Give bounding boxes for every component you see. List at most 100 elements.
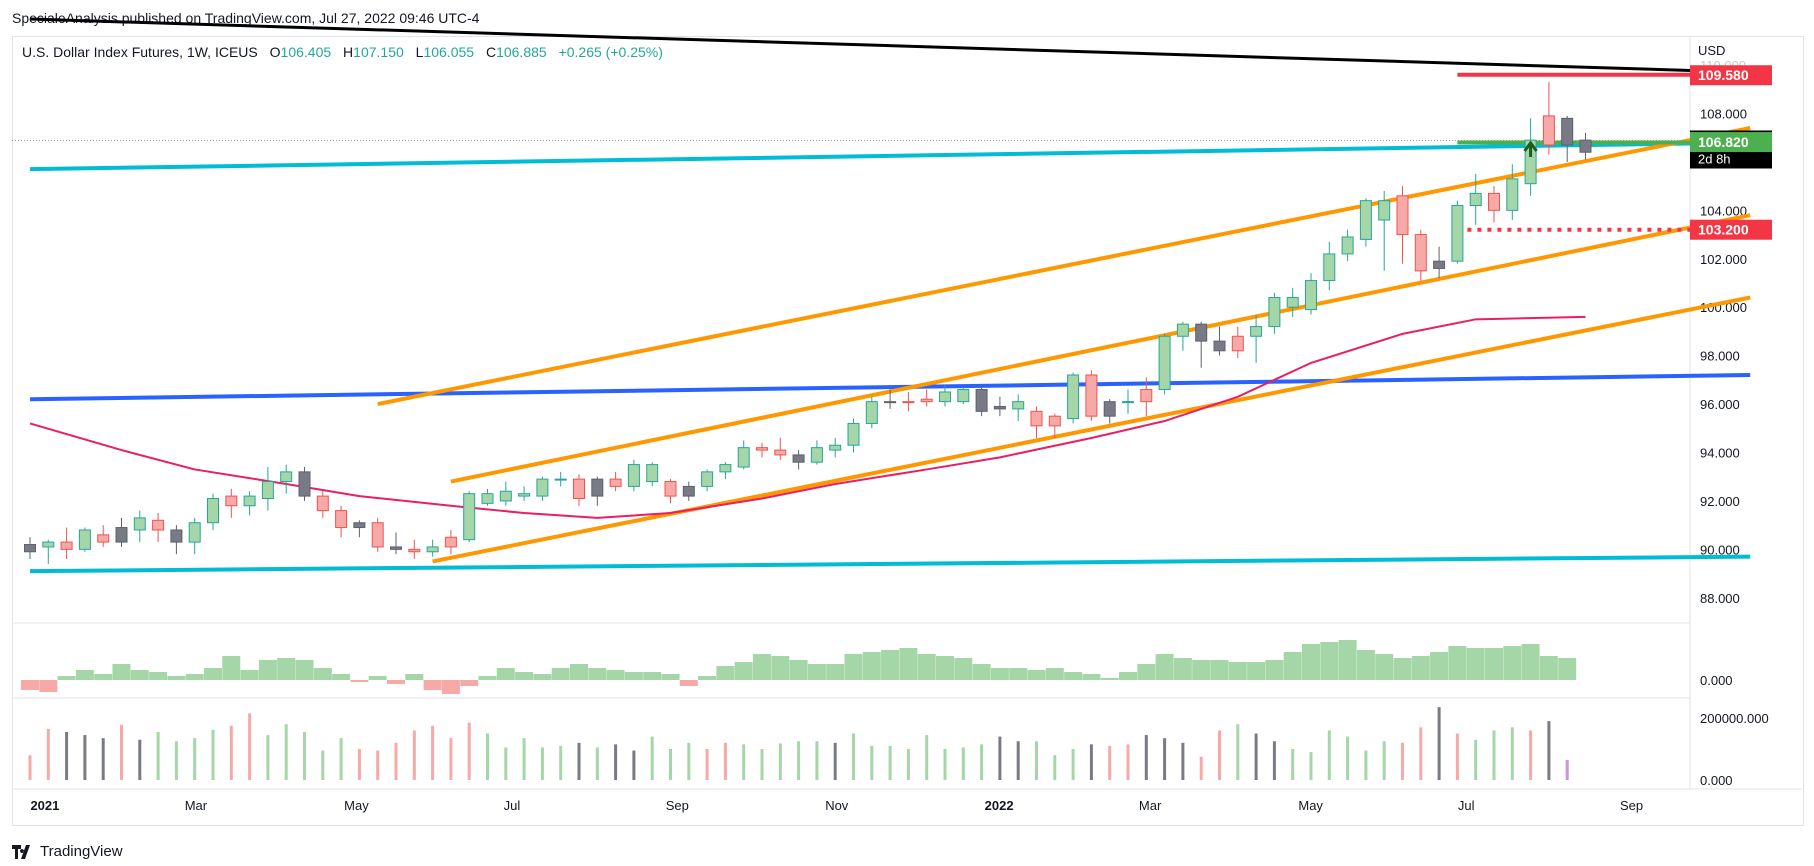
candle-body (298, 471, 311, 497)
candle-body (1250, 326, 1263, 337)
histogram-bar (277, 658, 296, 680)
arrow-up-icon (1523, 140, 1538, 157)
candle-body (371, 522, 384, 548)
volume-bar (906, 749, 910, 780)
trend-line-orange (450, 213, 1751, 484)
y-tick-label: 102.000 (1700, 252, 1747, 267)
histogram-bar (478, 676, 497, 680)
histogram-bar (954, 658, 973, 680)
candle-body (1085, 374, 1098, 417)
volume-bar (504, 747, 508, 780)
volume-bar (1529, 730, 1533, 780)
histogram-bar (1009, 668, 1028, 680)
histogram-bar (1320, 642, 1339, 680)
legend-symbol: U.S. Dollar Index Futures, 1W, ICEUS (22, 44, 258, 60)
histogram-bar (387, 680, 405, 684)
histogram-bar (679, 680, 698, 686)
histogram-bar (661, 674, 680, 680)
volume-bar (1346, 736, 1350, 780)
legend-low-value: 106.055 (423, 44, 475, 60)
histogram-bar (1155, 654, 1174, 680)
histogram-bar (881, 650, 900, 680)
candle-body (115, 527, 128, 543)
volume-bar (760, 749, 764, 780)
histogram-bar (771, 656, 790, 680)
candle-body (810, 447, 823, 463)
histogram-bar (570, 664, 588, 680)
candle-body (78, 529, 91, 550)
candle-body (627, 464, 640, 487)
candle-body (1359, 200, 1372, 240)
histogram-bar (350, 680, 369, 682)
histogram-bar (551, 668, 570, 680)
candle-body (152, 519, 165, 531)
moving-average-line (29, 315, 1586, 519)
candle-body (243, 495, 256, 507)
volume-bar (1071, 749, 1075, 780)
candle-body (1067, 374, 1080, 420)
candle-body (390, 546, 402, 550)
histogram-bar (588, 668, 607, 680)
legend-close-value: 106.885 (496, 44, 547, 60)
candle-body (170, 529, 183, 543)
candle-body (207, 498, 219, 524)
tradingview-footer[interactable]: TradingView (12, 843, 123, 860)
histogram-bar (423, 680, 442, 690)
trend-line-orange (432, 295, 1751, 564)
histogram-bar (1265, 660, 1284, 680)
histogram-bar (862, 652, 881, 680)
candle-body (24, 544, 36, 553)
volume-bar (522, 738, 526, 780)
histogram-bar (972, 664, 991, 680)
histogram-bar (460, 680, 479, 686)
candle-body (1048, 415, 1061, 427)
candle-body (444, 536, 457, 548)
y-tick-label: 92.000 (1700, 494, 1740, 509)
candle-body (1195, 323, 1208, 342)
candle-body (646, 464, 659, 483)
histogram-bar (606, 670, 625, 680)
candle-body (1579, 139, 1592, 153)
volume-bar (211, 729, 215, 780)
histogram-bar (1137, 664, 1156, 680)
price-label: 103.200 (1698, 222, 1749, 238)
histogram-bar (789, 660, 808, 680)
volume-bar (431, 725, 435, 780)
volume-bar (1474, 739, 1478, 780)
candle-body (939, 391, 951, 403)
histogram-bar (753, 654, 771, 680)
volume-bar (632, 750, 636, 780)
histogram-bar (807, 664, 826, 680)
histogram-bar (185, 674, 204, 680)
histogram-bar (1192, 660, 1211, 680)
candle-body (335, 510, 348, 529)
candle-body (353, 522, 366, 529)
volume-bar (1401, 742, 1404, 780)
histogram-bar (1173, 658, 1192, 680)
volume-bar (778, 743, 782, 780)
candle-body (1158, 335, 1171, 391)
legend-low-label: L (415, 44, 424, 60)
candle-body (554, 478, 567, 481)
tradingview-brand: TradingView (40, 843, 123, 860)
price-label: 109.580 (1698, 67, 1749, 83)
candle-body (591, 478, 604, 497)
candle-body (1414, 234, 1427, 272)
histogram-bar (1045, 668, 1064, 680)
histogram-bar (899, 648, 918, 680)
histogram-bar (643, 672, 662, 680)
volume-bar (284, 724, 288, 780)
volume-bar (577, 742, 581, 780)
volume-zero-label: 0.000 (1700, 773, 1733, 788)
candle-body (463, 493, 476, 541)
histogram-bar (149, 672, 168, 680)
candle-body (536, 478, 549, 497)
price-label-box (1690, 219, 1772, 240)
chart-frame[interactable] (12, 36, 1804, 826)
y-tick-label: 88.000 (1700, 591, 1740, 606)
histogram-bar (1430, 652, 1449, 680)
price-label-box (1690, 65, 1772, 86)
histogram-bar (94, 674, 113, 680)
histogram-bar (1210, 660, 1229, 680)
